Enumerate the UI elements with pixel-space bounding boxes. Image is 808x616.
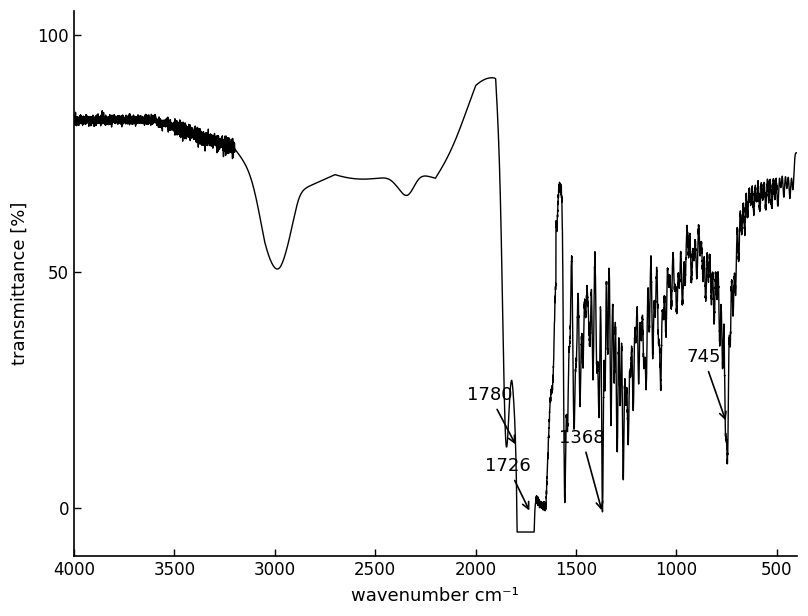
- Text: 745: 745: [686, 348, 726, 419]
- Y-axis label: transmittance [%]: transmittance [%]: [11, 201, 29, 365]
- Text: 1726: 1726: [485, 457, 531, 509]
- Text: 1780: 1780: [467, 386, 515, 443]
- Text: 1368: 1368: [559, 429, 605, 509]
- X-axis label: wavenumber cm⁻¹: wavenumber cm⁻¹: [351, 587, 520, 605]
